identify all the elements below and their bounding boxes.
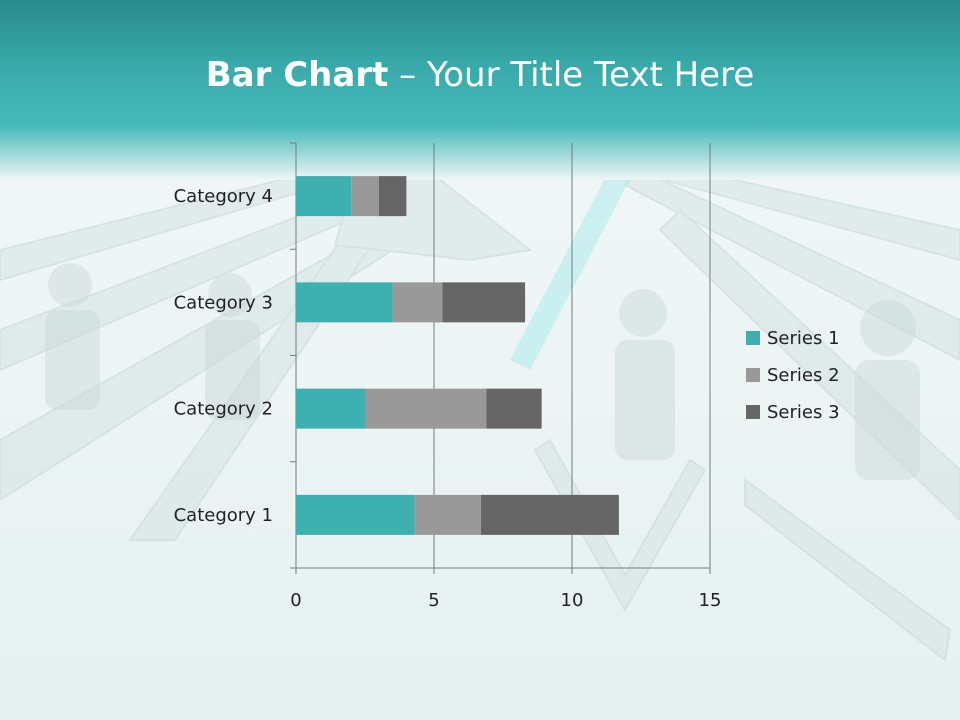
bar-category-1-series-3 bbox=[480, 494, 619, 535]
bar-category-2-series-2 bbox=[365, 388, 487, 429]
bar-category-3-series-3 bbox=[442, 282, 526, 323]
legend-swatch bbox=[746, 331, 760, 345]
legend-swatch bbox=[746, 405, 760, 419]
bar-category-3-series-2 bbox=[392, 282, 443, 323]
title-bold: Bar Chart bbox=[205, 55, 389, 95]
slide-title: Bar Chart – Your Title Text Here bbox=[0, 52, 960, 98]
bar-category-1-series-2 bbox=[414, 494, 481, 535]
bar-category-4-series-1 bbox=[296, 176, 352, 217]
bar-category-4-series-2 bbox=[351, 176, 379, 217]
bar-category-4-series-3 bbox=[378, 176, 407, 217]
category-label: Category 1 bbox=[174, 505, 273, 526]
category-label: Category 2 bbox=[174, 399, 273, 420]
legend-label: Series 1 bbox=[767, 328, 840, 349]
x-tick-label: 5 bbox=[428, 590, 439, 611]
title-separator: – bbox=[388, 55, 427, 95]
title-rest: Your Title Text Here bbox=[426, 55, 755, 95]
bar-category-2-series-1 bbox=[296, 388, 365, 429]
bar-category-2-series-3 bbox=[486, 388, 542, 429]
legend-label: Series 2 bbox=[767, 365, 840, 386]
category-label: Category 3 bbox=[174, 292, 273, 313]
x-tick-label: 0 bbox=[290, 590, 301, 611]
x-tick-label: 10 bbox=[561, 590, 584, 611]
category-label: Category 4 bbox=[174, 186, 273, 207]
bar-category-1-series-1 bbox=[296, 494, 415, 535]
x-tick-label: 15 bbox=[699, 590, 722, 611]
bar-category-3-series-1 bbox=[296, 282, 393, 323]
legend-label: Series 3 bbox=[767, 402, 840, 423]
legend-swatch bbox=[746, 368, 760, 382]
